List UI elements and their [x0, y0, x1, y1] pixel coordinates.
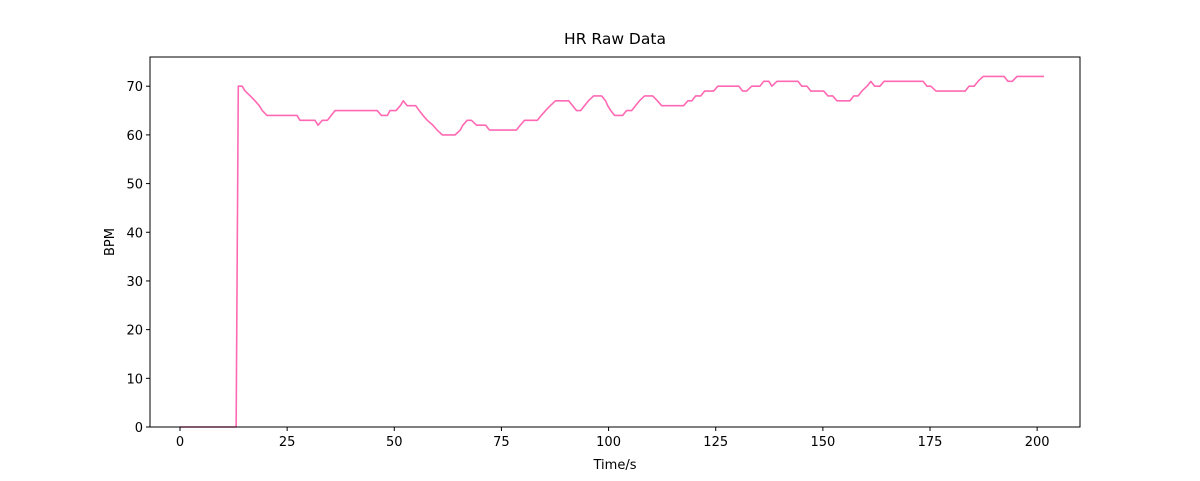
y-tick-label: 30: [126, 275, 143, 290]
y-tick-label: 20: [126, 324, 143, 339]
x-tick-label: 25: [279, 435, 296, 450]
x-tick-label: 0: [176, 435, 184, 450]
chart-title: HR Raw Data: [564, 30, 666, 48]
y-tick-label: 70: [126, 80, 143, 95]
plot-area: [180, 75, 1044, 428]
axes-frame: [149, 56, 1081, 428]
x-axis-label: Time/s: [593, 458, 637, 473]
data-line: [180, 75, 1044, 428]
x-tick-label: 50: [386, 435, 403, 450]
x-tick-label: 125: [703, 435, 728, 450]
y-axis-label: BPM: [103, 228, 118, 256]
y-tick-label: 50: [126, 178, 143, 193]
x-tick-label: 175: [918, 435, 943, 450]
x-tick-label: 100: [596, 435, 621, 450]
y-tick-label: 0: [135, 421, 143, 436]
x-tick-label: 200: [1025, 435, 1050, 450]
x-tick-label: 75: [493, 435, 510, 450]
x-tick-label: 150: [810, 435, 835, 450]
y-tick-label: 10: [126, 372, 143, 387]
y-tick-label: 40: [126, 226, 143, 241]
y-tick-label: 60: [126, 129, 143, 144]
